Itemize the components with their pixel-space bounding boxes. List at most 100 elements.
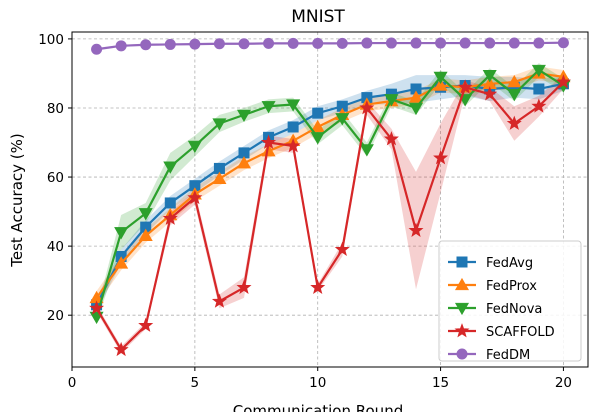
y-axis-label: Test Accuracy (%) xyxy=(8,133,26,268)
point-fednova xyxy=(482,69,497,83)
y-tick-label: 60 xyxy=(47,170,64,186)
point-scaffold xyxy=(433,150,449,165)
point-fednova xyxy=(507,88,522,102)
point-scaffold xyxy=(285,138,301,153)
legend-marker-fedavg xyxy=(456,256,468,268)
point-scaffold xyxy=(334,241,350,256)
point-fedavg xyxy=(287,121,299,133)
point-scaffold xyxy=(236,279,252,294)
point-scaffold xyxy=(482,86,498,101)
band-scaffold xyxy=(96,75,564,354)
legend-label-scaffold: SCAFFOLD xyxy=(486,325,555,340)
point-scaffold xyxy=(359,100,375,115)
point-fednova xyxy=(531,64,546,78)
point-fednova xyxy=(359,144,374,157)
point-fednova xyxy=(236,109,252,122)
point-fedprox xyxy=(261,144,276,157)
point-feddm xyxy=(385,37,397,49)
x-tick-label: 20 xyxy=(555,375,572,391)
point-fedavg xyxy=(312,107,324,119)
point-fednova xyxy=(187,140,202,154)
point-scaffold xyxy=(89,300,105,315)
y-tick-label: 80 xyxy=(47,101,64,117)
point-fednova xyxy=(114,227,129,240)
point-feddm xyxy=(238,38,250,50)
point-fedavg xyxy=(164,197,176,209)
x-axis-label: Communication Round xyxy=(233,402,403,412)
point-scaffold xyxy=(457,79,473,94)
point-scaffold xyxy=(531,98,547,113)
point-scaffold xyxy=(383,131,399,146)
point-feddm xyxy=(263,37,275,49)
point-fednova xyxy=(163,161,178,174)
series-lines xyxy=(89,37,571,357)
point-fednova xyxy=(286,99,301,112)
point-fednova xyxy=(261,101,276,114)
legend-label-fednova: FedNova xyxy=(486,302,542,317)
y-tick-label: 20 xyxy=(47,308,64,324)
point-scaffold xyxy=(187,189,203,205)
point-feddm xyxy=(189,38,201,50)
plot-frame xyxy=(71,31,589,368)
legend-marker-fednova xyxy=(454,302,470,316)
legend-label-fedavg: FedAvg xyxy=(486,256,533,271)
point-feddm xyxy=(410,37,422,49)
point-feddm xyxy=(508,37,520,49)
point-fedprox xyxy=(310,119,325,133)
point-fedprox xyxy=(212,171,227,184)
point-fedprox xyxy=(114,256,129,269)
point-fedavg xyxy=(533,83,545,95)
y-tick-label: 100 xyxy=(38,32,64,48)
point-fedprox xyxy=(433,78,448,91)
point-feddm xyxy=(312,37,324,49)
x-tick-label: 0 xyxy=(68,375,77,391)
point-fedprox xyxy=(138,228,153,241)
point-feddm xyxy=(164,38,176,50)
point-feddm xyxy=(557,37,569,49)
point-feddm xyxy=(115,40,127,52)
point-scaffold xyxy=(162,210,178,225)
legend-marker-scaffold xyxy=(454,323,470,338)
point-feddm xyxy=(213,38,225,50)
point-feddm xyxy=(91,43,103,55)
x-tick-label: 5 xyxy=(191,375,200,391)
point-fedprox xyxy=(507,74,522,88)
point-fedprox xyxy=(408,90,424,103)
point-fednova xyxy=(335,113,350,126)
legend-label-fedprox: FedProx xyxy=(486,279,537,294)
point-feddm xyxy=(435,37,447,49)
legend-label-feddm: FedDM xyxy=(486,348,530,363)
point-scaffold xyxy=(310,279,326,294)
point-fednova xyxy=(212,118,227,131)
legend-marker-fedprox xyxy=(454,277,470,291)
point-feddm xyxy=(287,37,299,49)
point-scaffold xyxy=(138,317,154,332)
point-fednova xyxy=(138,208,153,221)
chart-title: MNIST xyxy=(291,7,345,27)
point-feddm xyxy=(336,37,348,49)
point-feddm xyxy=(140,39,152,51)
point-fednova xyxy=(408,102,424,116)
axis-ticks: 0 5 10 15 20 20 40 60 80 100 xyxy=(38,32,572,391)
y-tick-label: 40 xyxy=(47,239,64,255)
point-scaffold xyxy=(555,74,571,89)
x-tick-label: 10 xyxy=(309,375,326,391)
legend: FedAvg FedProx FedNova SCAFFOLD FedDM xyxy=(438,240,582,363)
point-feddm xyxy=(361,37,373,49)
legend-marker-feddm xyxy=(456,348,468,360)
point-fednova xyxy=(433,71,448,85)
band-fedavg xyxy=(96,75,564,312)
point-fednova xyxy=(384,94,399,107)
point-feddm xyxy=(484,37,496,49)
band-fedprox xyxy=(96,66,564,305)
point-fedprox xyxy=(236,156,252,169)
point-scaffold xyxy=(408,222,424,237)
point-scaffold xyxy=(113,341,129,357)
x-tick-label: 15 xyxy=(432,375,449,391)
point-feddm xyxy=(533,37,545,49)
point-feddm xyxy=(459,37,471,49)
point-scaffold xyxy=(506,115,522,130)
point-scaffold xyxy=(211,293,227,308)
point-scaffold xyxy=(261,134,277,149)
